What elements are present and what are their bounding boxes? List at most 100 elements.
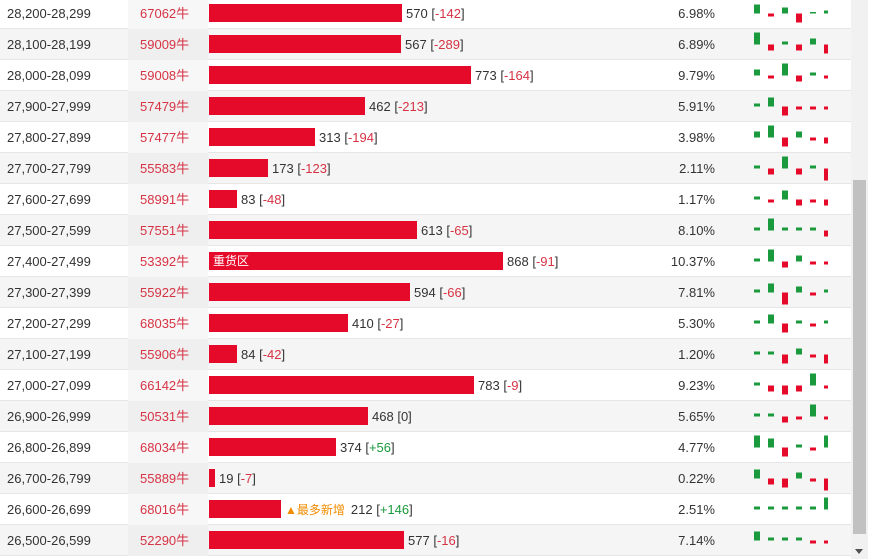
bull-code-link[interactable]: 59009牛 xyxy=(140,37,190,52)
count-delta: -289 xyxy=(433,37,460,52)
table-row[interactable]: 27,700-27,799 55583牛 173 [-123] 2.11% xyxy=(0,153,851,184)
spark-bar xyxy=(782,447,788,457)
bull-code-link[interactable]: 68035牛 xyxy=(140,316,190,331)
bull-code-link[interactable]: 58991牛 xyxy=(140,192,190,207)
table-row[interactable]: 27,800-27,899 57477牛 313 [-194] 3.98% xyxy=(0,122,851,153)
count-value: 567 [-289] xyxy=(405,37,464,52)
count-delta: 0 xyxy=(400,409,409,424)
spark-bar xyxy=(796,320,802,324)
spark-bar xyxy=(810,137,816,141)
table-row[interactable]: 27,400-27,499 53392牛 重货区 868 [-91] 10.37% xyxy=(0,246,851,277)
table-row[interactable]: 26,500-26,599 52290牛 577 [-16] 7.14% xyxy=(0,525,851,556)
spark-bar xyxy=(768,385,774,392)
code-cell xyxy=(128,308,208,339)
table-row[interactable]: 27,600-27,699 58991牛 83 [-48] 1.17% xyxy=(0,184,851,215)
price-range: 26,800-26,899 xyxy=(7,440,91,455)
price-range: 27,400-27,499 xyxy=(7,254,91,269)
spark-bar xyxy=(796,537,802,541)
spark-bar xyxy=(824,289,828,293)
volume-bar xyxy=(209,469,215,487)
price-range: 28,200-28,299 xyxy=(7,6,91,21)
spark-bar xyxy=(824,497,828,510)
change-sparkline xyxy=(754,218,828,237)
table-row[interactable]: 27,900-27,999 57479牛 462 [-213] 5.91% xyxy=(0,91,851,122)
spark-bar xyxy=(824,44,828,54)
count-value: 577 [-16] xyxy=(408,533,460,548)
count-number: 613 xyxy=(421,223,443,238)
spark-bar xyxy=(796,227,802,231)
table-row[interactable]: 27,100-27,199 55906牛 84 [-42] 1.20% xyxy=(0,339,851,370)
price-range: 27,800-27,899 xyxy=(7,130,91,145)
table-row[interactable]: 26,700-26,799 55889牛 19 [-7] 0.22% xyxy=(0,463,851,494)
bull-code-link[interactable]: 66142牛 xyxy=(140,378,190,393)
spark-bar xyxy=(796,255,802,262)
count-delta: -66 xyxy=(442,285,462,300)
volume-bar xyxy=(209,66,471,84)
spark-bar xyxy=(782,7,788,14)
count-number: 374 xyxy=(340,440,362,455)
spark-bar xyxy=(824,75,828,79)
spark-bar xyxy=(824,416,828,420)
bull-code-link[interactable]: 55906牛 xyxy=(140,347,190,362)
count-number: 84 xyxy=(241,347,256,362)
percentage: 1.20% xyxy=(678,347,715,362)
spark-bar xyxy=(768,218,774,231)
bull-code-link[interactable]: 55583牛 xyxy=(140,161,190,176)
count-number: 19 xyxy=(219,471,234,486)
spark-bar xyxy=(810,292,816,296)
scrollbar-thumb[interactable] xyxy=(853,180,866,534)
table-row[interactable]: 26,600-26,699 68016牛 ▲最多新增 212 [+146] 2.51% xyxy=(0,494,851,525)
bull-code-link[interactable]: 57479牛 xyxy=(140,99,190,114)
spark-bar xyxy=(796,416,802,420)
spark-bar xyxy=(768,249,774,262)
bull-code-link[interactable]: 50531牛 xyxy=(140,409,190,424)
table-row[interactable]: 28,100-28,199 59009牛 567 [-289] 6.89% xyxy=(0,29,851,60)
percentage: 5.30% xyxy=(678,316,715,331)
count-value: 783 [-9] xyxy=(478,378,523,393)
count-value: 410 [-27] xyxy=(352,316,404,331)
bull-code-link[interactable]: 57551牛 xyxy=(140,223,190,238)
count-value: 594 [-66] xyxy=(414,285,466,300)
bull-code-link[interactable]: 68016牛 xyxy=(140,502,190,517)
spark-bar xyxy=(810,261,816,265)
spark-bar xyxy=(768,199,774,203)
table-row[interactable]: 27,000-27,099 66142牛 783 [-9] 9.23% xyxy=(0,370,851,401)
scroll-down-arrow-icon[interactable] xyxy=(855,549,863,554)
bull-code-link[interactable]: 55922牛 xyxy=(140,285,190,300)
volume-bar xyxy=(209,531,404,549)
spark-bar xyxy=(824,478,828,491)
price-range: 27,300-27,399 xyxy=(7,285,91,300)
table-row[interactable]: 26,900-26,999 50531牛 468 [0] 5.65% xyxy=(0,401,851,432)
bull-code-link[interactable]: 57477牛 xyxy=(140,130,190,145)
count-value: 462 [-213] xyxy=(369,99,428,114)
spark-bar xyxy=(782,106,788,116)
spark-bar xyxy=(754,469,760,479)
bull-code-link[interactable]: 55889牛 xyxy=(140,471,190,486)
count-number: 594 xyxy=(414,285,436,300)
bull-code-link[interactable]: 68034牛 xyxy=(140,440,190,455)
table-row[interactable]: 26,800-26,899 68034牛 374 [+56] 4.77% xyxy=(0,432,851,463)
table-row[interactable]: 27,500-27,599 57551牛 613 [-65] 8.10% xyxy=(0,215,851,246)
count-number: 313 xyxy=(319,130,341,145)
count-number: 468 xyxy=(372,409,394,424)
table-row[interactable]: 27,300-27,399 55922牛 594 [-66] 7.81% xyxy=(0,277,851,308)
count-delta: -164 xyxy=(503,68,530,83)
count-number: 83 xyxy=(241,192,256,207)
vertical-scrollbar[interactable] xyxy=(851,0,868,559)
bull-code-link[interactable]: 67062牛 xyxy=(140,6,190,21)
table-row[interactable]: 27,200-27,299 68035牛 410 [-27] 5.30% xyxy=(0,308,851,339)
bull-code-link[interactable]: 59008牛 xyxy=(140,68,190,83)
table-row[interactable]: 28,000-28,099 59008牛 773 [-164] 9.79% xyxy=(0,60,851,91)
change-sparkline xyxy=(754,497,828,510)
table-row[interactable]: 28,200-28,299 67062牛 570 [-142] 6.98% xyxy=(0,0,851,29)
code-cell xyxy=(128,525,208,556)
bull-code-link[interactable]: 52290牛 xyxy=(140,533,190,548)
spark-bar xyxy=(768,314,774,324)
spark-bar xyxy=(824,106,828,110)
bull-code-link[interactable]: 53392牛 xyxy=(140,254,190,269)
count-number: 783 xyxy=(478,378,500,393)
change-sparkline xyxy=(754,469,828,491)
count-delta: -65 xyxy=(449,223,469,238)
spark-bar xyxy=(810,506,816,510)
price-range: 28,000-28,099 xyxy=(7,68,91,83)
